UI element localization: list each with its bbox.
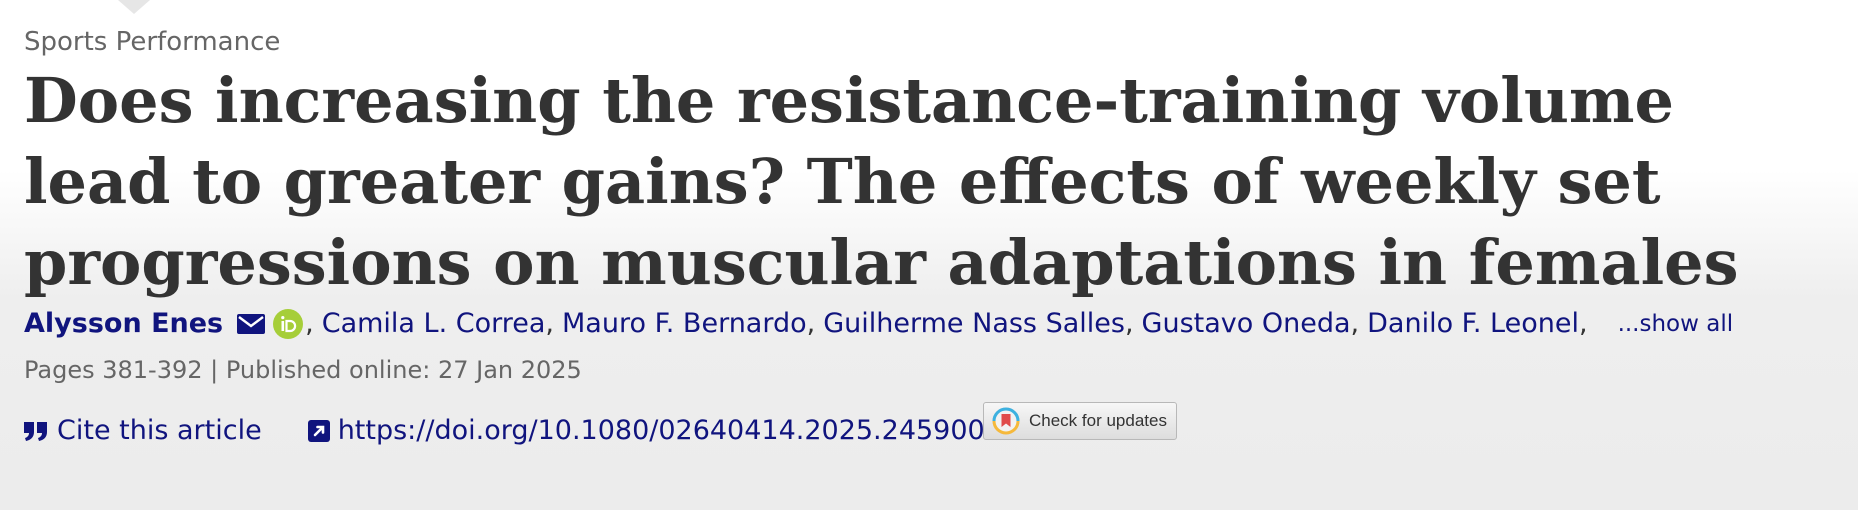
show-all-authors-link[interactable]: ...show all (1617, 310, 1734, 337)
quote-icon (24, 421, 47, 441)
check-for-updates-button[interactable]: Check for updates (983, 402, 1177, 440)
author-separator: , (806, 308, 816, 339)
author-primary-link[interactable]: Alysson Enes (24, 308, 224, 339)
author-separator: , (545, 308, 555, 339)
author-link[interactable]: Mauro F. Bernardo (562, 308, 807, 339)
author-link[interactable]: Danilo F. Leonel (1367, 308, 1579, 339)
author-separator: , (1124, 308, 1134, 339)
envelope-icon[interactable] (237, 313, 266, 334)
author-separator: , (1350, 308, 1360, 339)
author-link[interactable]: Guilherme Nass Salles (823, 308, 1125, 339)
doi-link[interactable]: https://doi.org/10.1080/02640414.2025.24… (307, 415, 1002, 446)
section-label: Sports Performance (24, 27, 281, 57)
article-actions: Cite this article https://doi.org/10.108… (24, 415, 1002, 446)
author-link[interactable]: Gustavo Oneda (1141, 308, 1351, 339)
check-for-updates-label: Check for updates (1029, 411, 1167, 430)
external-link-icon (307, 419, 330, 442)
author-list: Alysson Enes , Camila L. Correa , Mauro … (24, 308, 1733, 339)
author-separator: , (1578, 308, 1588, 339)
tab-notch (118, 0, 150, 14)
article-title: Does increasing the resistance-training … (24, 64, 1739, 299)
author-link[interactable]: Camila L. Correa (321, 308, 546, 339)
article-meta: Pages 381-392 | Published online: 27 Jan… (24, 356, 582, 384)
doi-url: https://doi.org/10.1080/02640414.2025.24… (337, 415, 1002, 446)
orcid-icon[interactable] (273, 308, 304, 339)
author-separator: , (305, 308, 314, 339)
cite-article-button[interactable]: Cite this article (24, 415, 262, 446)
crossmark-icon (992, 407, 1020, 435)
cite-article-label: Cite this article (57, 415, 262, 446)
